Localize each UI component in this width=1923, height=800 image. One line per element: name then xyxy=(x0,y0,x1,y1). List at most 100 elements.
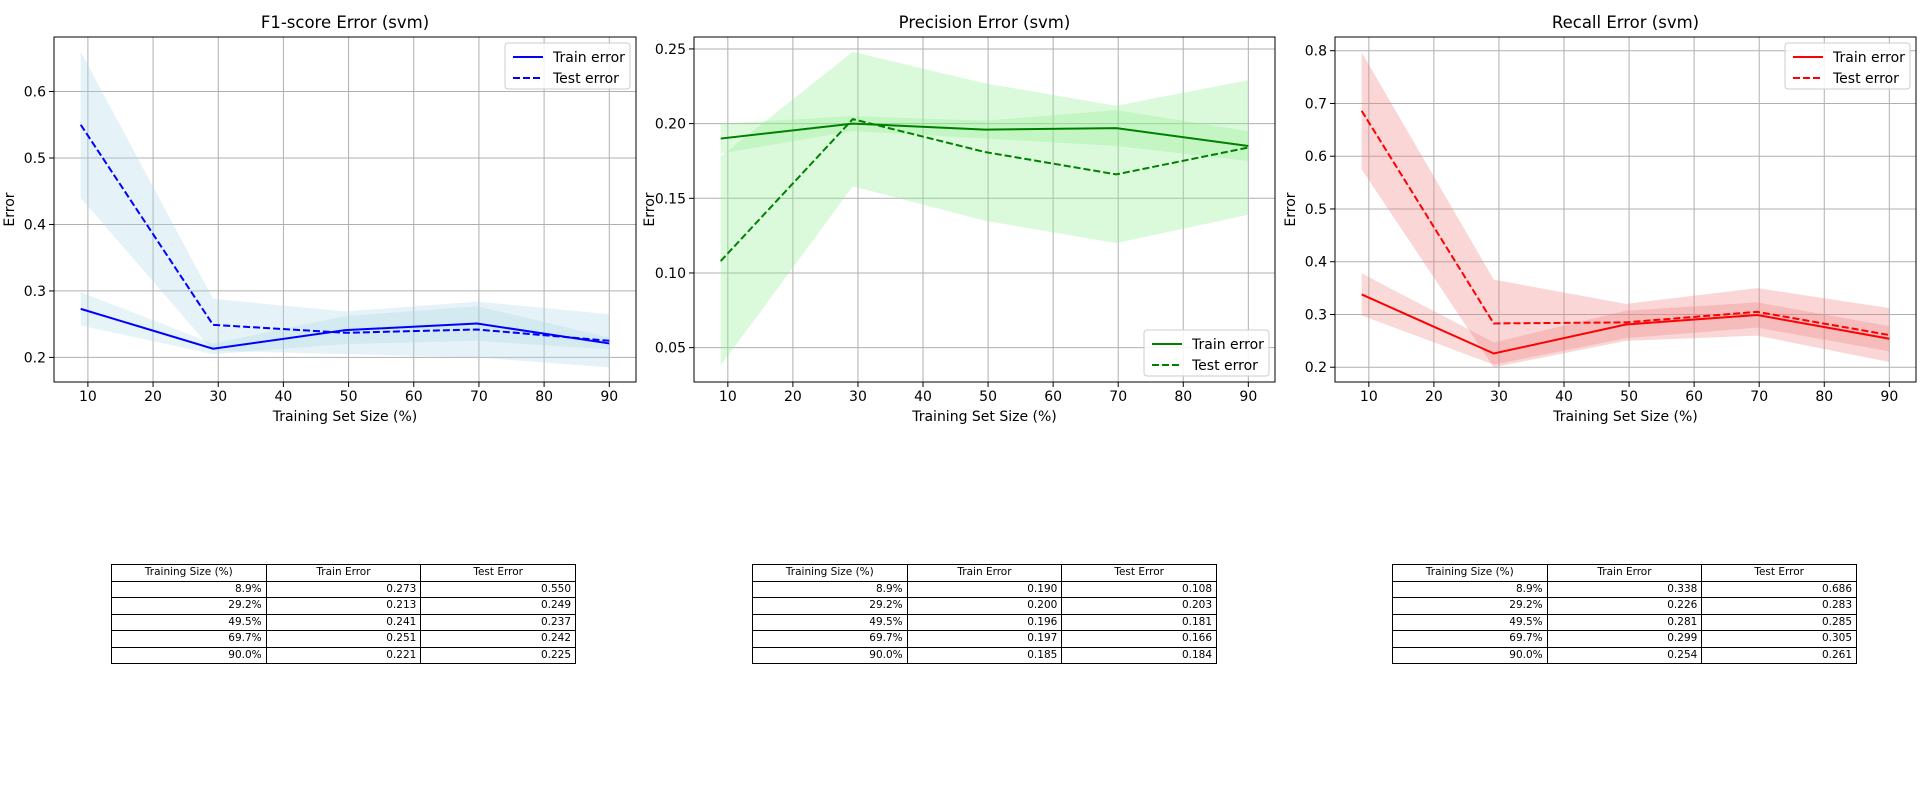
table-cell: 49.5% xyxy=(111,613,267,631)
x-tick-label: 70 xyxy=(1109,389,1127,405)
table-row: 90.0% 0.221 0.225 xyxy=(111,646,576,664)
table-cell: 8.9% xyxy=(1392,580,1548,598)
chart-title: Precision Error (svm) xyxy=(899,13,1071,32)
table-row: 8.9% 0.338 0.686 xyxy=(1392,580,1857,598)
table-row: 69.7% 0.197 0.166 xyxy=(752,630,1217,648)
table-cell: 0.251 xyxy=(265,630,422,648)
y-tick-label: 0.7 xyxy=(1305,96,1327,112)
table-cell: 0.181 xyxy=(1061,613,1217,631)
axes-frame xyxy=(53,36,637,383)
x-tick-label: 40 xyxy=(1555,389,1573,405)
x-tick-label: 10 xyxy=(79,389,97,405)
table-header-row: Training Size (%) Train Error Test Error xyxy=(752,564,1217,582)
x-tick-label: 20 xyxy=(1425,389,1443,405)
x-tick-label: 10 xyxy=(719,389,737,405)
table-row: 90.0% 0.185 0.184 xyxy=(752,646,1217,664)
legend-label: Train error xyxy=(552,50,625,66)
table-cell: 0.226 xyxy=(1546,597,1703,615)
x-tick-label: 30 xyxy=(849,389,867,405)
table-cell: 0.184 xyxy=(1061,646,1217,664)
x-tick-label: 10 xyxy=(1360,389,1378,405)
table-cell: 49.5% xyxy=(1392,613,1548,631)
y-tick-label: 0.6 xyxy=(24,85,46,101)
table-cell: 0.281 xyxy=(1546,613,1703,631)
table-cell: 0.249 xyxy=(420,597,576,615)
x-tick-label: 50 xyxy=(979,389,997,405)
table-header-cell: Test Error xyxy=(1061,564,1217,582)
table-row: 90.0% 0.254 0.261 xyxy=(1392,646,1857,664)
y-tick-label: 0.25 xyxy=(655,42,686,58)
legend-label: Train error xyxy=(1191,337,1264,353)
table-cell: 29.2% xyxy=(1392,597,1548,615)
x-axis-label: Training Set Size (%) xyxy=(1552,409,1698,425)
x-tick-label: 50 xyxy=(340,389,358,405)
table-cell: 0.221 xyxy=(265,646,422,664)
chart-panel-1: 10 20 30 40 50 60 70 80 90 0.05 0.10 0.15 0.20 0.25 Pr… xyxy=(642,13,1276,425)
table-row: 8.9% 0.273 0.550 xyxy=(111,580,576,598)
y-tick-label: 0.10 xyxy=(655,266,686,282)
table-cell: 90.0% xyxy=(111,646,267,664)
table-header-cell: Training Size (%) xyxy=(1392,564,1548,582)
x-tick-label: 80 xyxy=(535,389,553,405)
table-cell: 0.338 xyxy=(1546,580,1703,598)
table-cell: 0.299 xyxy=(1546,630,1703,648)
table-row: 8.9% 0.190 0.108 xyxy=(752,580,1217,598)
band-test xyxy=(80,51,610,368)
chart-title: F1-score Error (svm) xyxy=(261,13,429,32)
x-tick-label: 60 xyxy=(1044,389,1062,405)
x-tick-label: 20 xyxy=(144,389,162,405)
table-row: 29.2% 0.200 0.203 xyxy=(752,597,1217,615)
legend-label: Test error xyxy=(552,71,619,87)
table-cell: 90.0% xyxy=(1392,646,1548,664)
table-header-cell: Train Error xyxy=(1546,564,1703,582)
table-cell: 0.203 xyxy=(1061,597,1217,615)
y-tick-label: 0.15 xyxy=(655,191,686,207)
table-header-cell: Train Error xyxy=(906,564,1063,582)
table-cell: 8.9% xyxy=(111,580,267,598)
table-header-row: Training Size (%) Train Error Test Error xyxy=(1392,564,1857,582)
x-tick-label: 40 xyxy=(914,389,932,405)
y-axis-label: Error xyxy=(2,192,18,226)
table-row: 49.5% 0.241 0.237 xyxy=(111,613,576,631)
table-row: 69.7% 0.251 0.242 xyxy=(111,630,576,648)
y-tick-label: 0.4 xyxy=(1305,255,1327,271)
table-header-cell: Train Error xyxy=(265,564,422,582)
table-cell: 49.5% xyxy=(752,613,908,631)
x-tick-label: 20 xyxy=(784,389,802,405)
table-cell: 0.241 xyxy=(265,613,422,631)
table-cell: 0.196 xyxy=(906,613,1063,631)
x-tick-label: 80 xyxy=(1815,389,1833,405)
table-cell: 29.2% xyxy=(111,597,267,615)
table-cell: 0.285 xyxy=(1701,613,1857,631)
table-row: 49.5% 0.196 0.181 xyxy=(752,613,1217,631)
table-cell: 0.213 xyxy=(265,597,422,615)
legend: Train error Test error xyxy=(1784,42,1911,90)
table-cell: 0.200 xyxy=(906,597,1063,615)
table-row: 49.5% 0.281 0.285 xyxy=(1392,613,1857,631)
x-tick-label: 40 xyxy=(274,389,292,405)
precision-results-table: Training Size (%) Train Error Test Error… xyxy=(752,564,1217,664)
band-train xyxy=(1361,273,1890,365)
x-tick-label: 90 xyxy=(1239,389,1257,405)
table-header-row: Training Size (%) Train Error Test Error xyxy=(111,564,576,582)
legend-label: Test error xyxy=(1832,71,1899,87)
y-tick-label: 0.3 xyxy=(1305,307,1327,323)
table-cell: 8.9% xyxy=(752,580,908,598)
y-tick-label: 0.20 xyxy=(655,117,686,133)
x-axis-label: Training Set Size (%) xyxy=(911,409,1057,425)
table-cell: 0.190 xyxy=(906,580,1063,598)
x-tick-label: 90 xyxy=(600,389,618,405)
table-cell: 0.305 xyxy=(1701,630,1857,648)
table-cell: 0.185 xyxy=(906,646,1063,664)
table-cell: 0.254 xyxy=(1546,646,1703,664)
x-tick-label: 90 xyxy=(1880,389,1898,405)
y-tick-label: 0.8 xyxy=(1305,44,1327,60)
x-tick-label: 50 xyxy=(1620,389,1638,405)
table-cell: 0.283 xyxy=(1701,597,1857,615)
x-tick-label: 70 xyxy=(470,389,488,405)
recall-results-table: Training Size (%) Train Error Test Error… xyxy=(1392,564,1857,664)
table-cell: 0.550 xyxy=(420,580,576,598)
y-tick-label: 0.5 xyxy=(24,151,46,167)
x-axis-label: Training Set Size (%) xyxy=(272,409,418,425)
